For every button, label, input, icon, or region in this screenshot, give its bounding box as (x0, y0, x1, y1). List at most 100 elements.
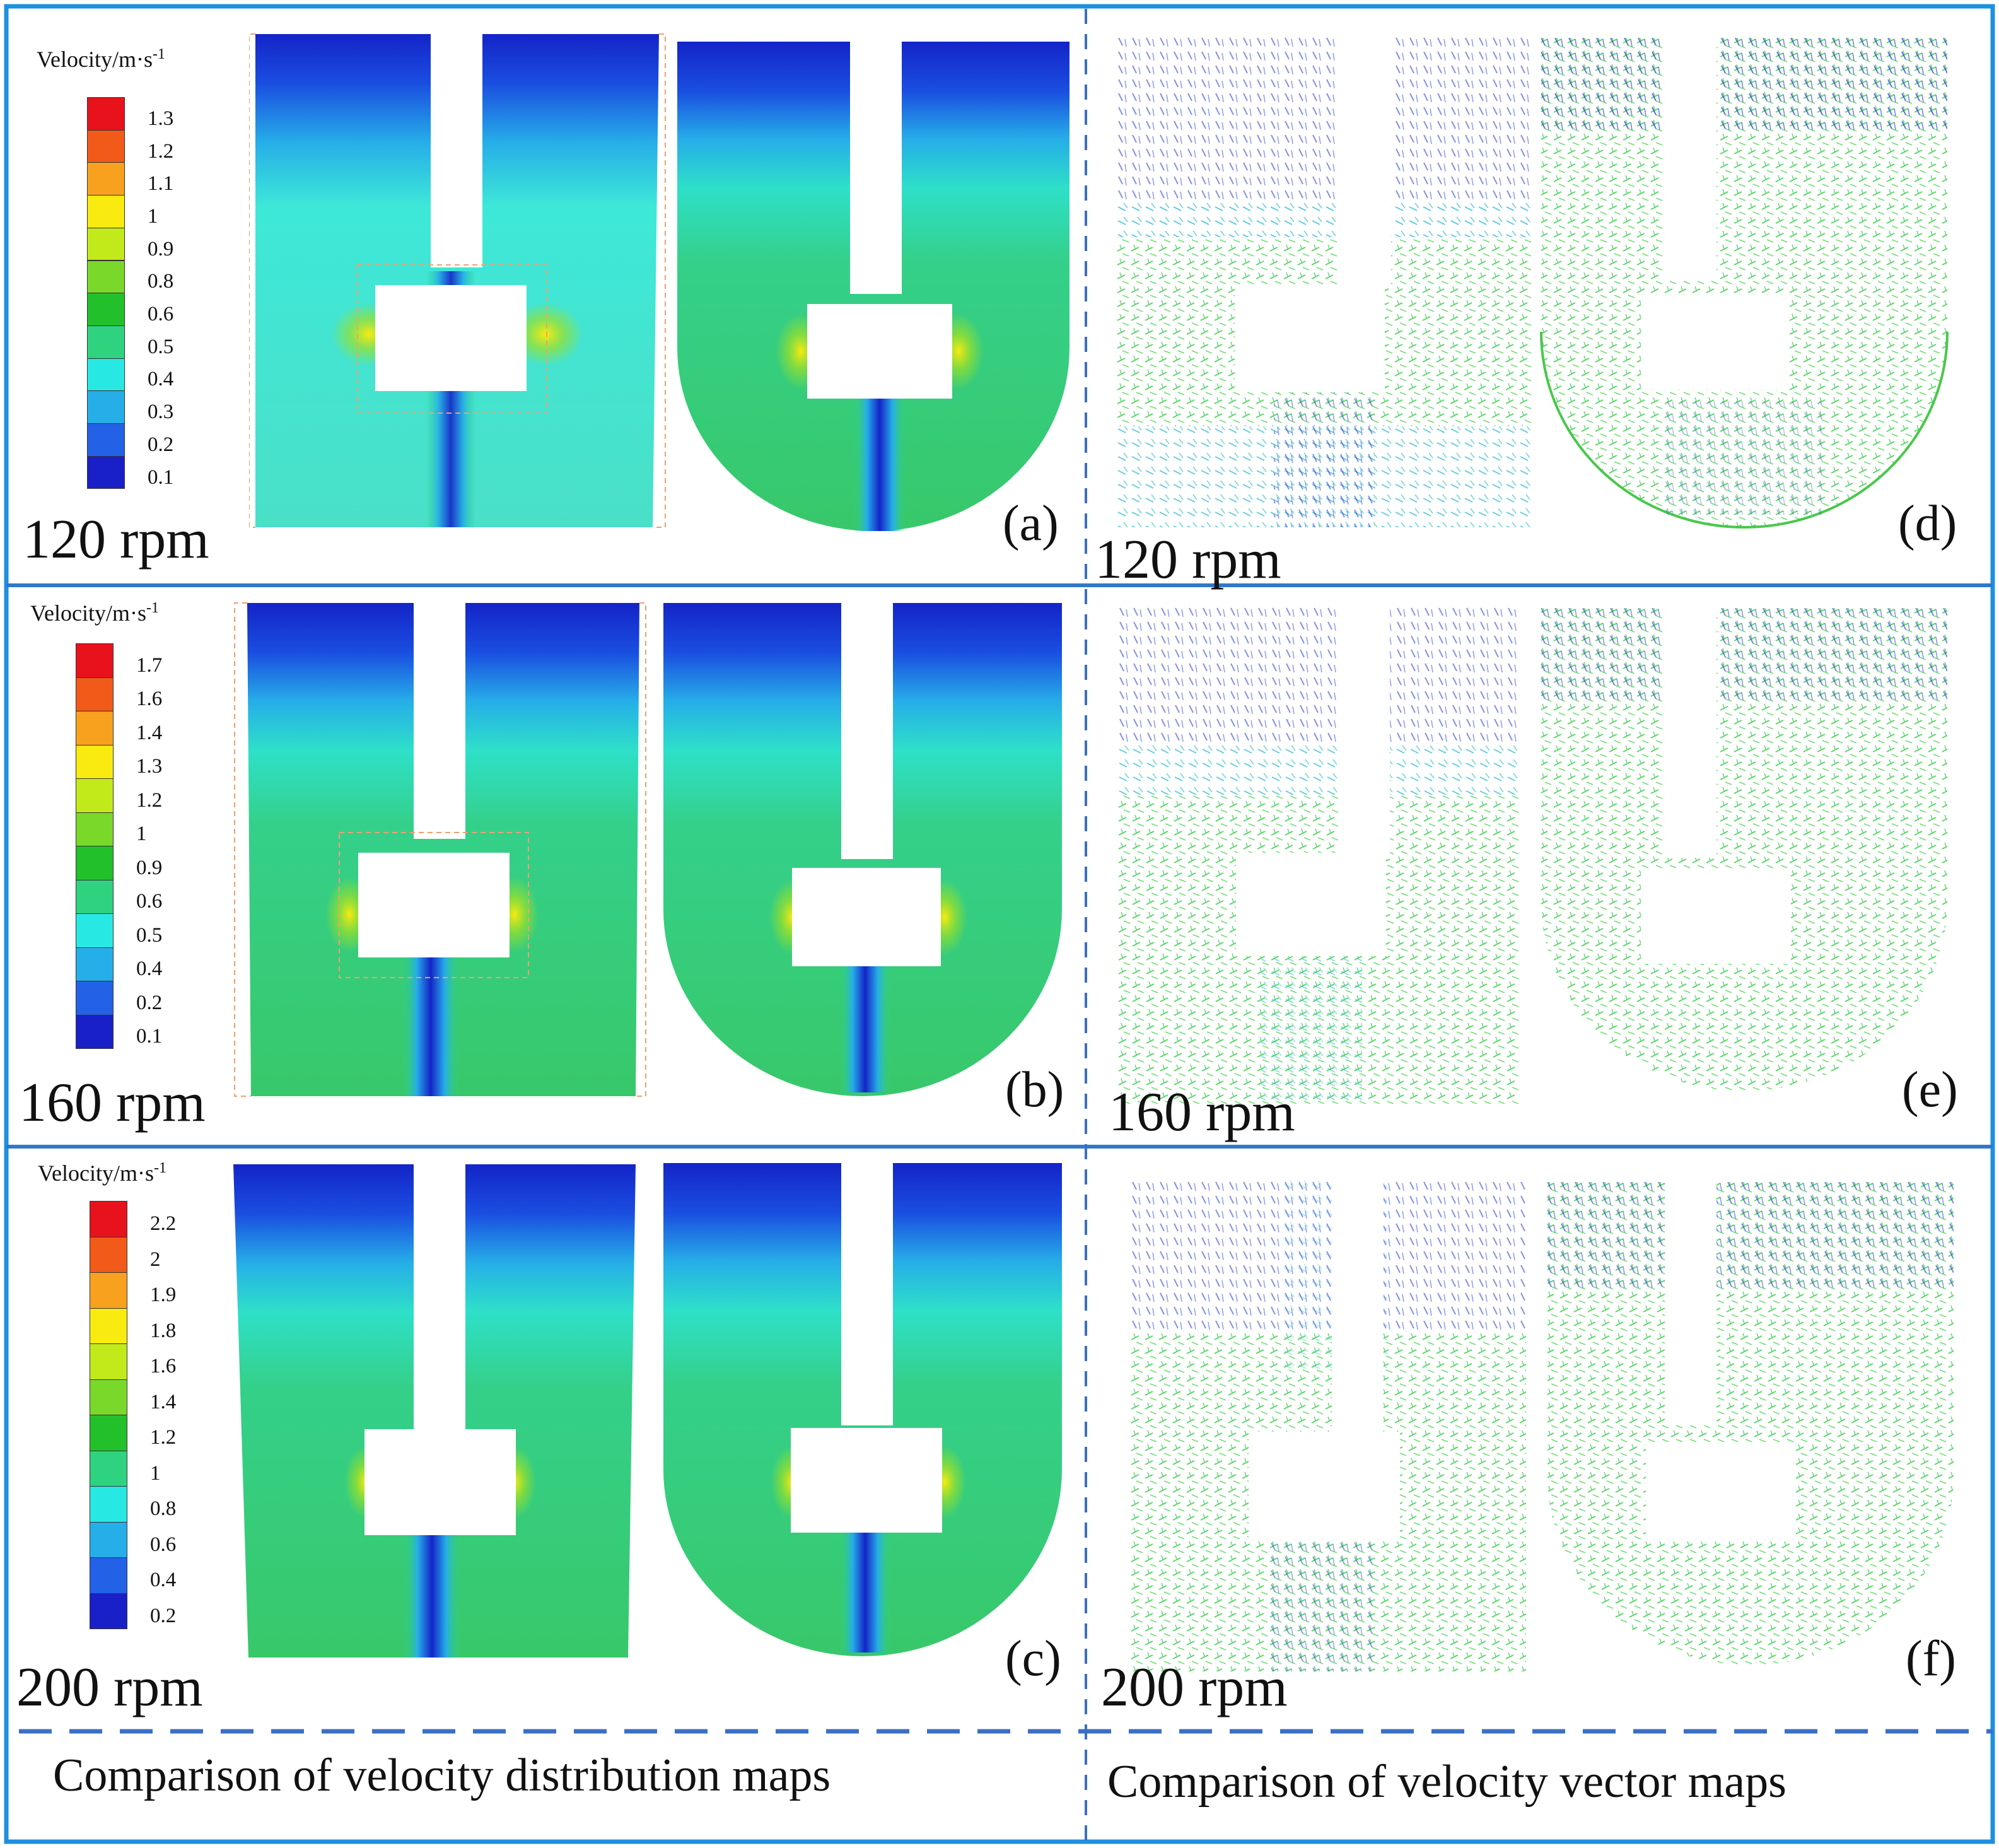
legend-title: Velocity/m·s-1 (30, 600, 159, 624)
legend-tick-label: 1.2 (136, 788, 163, 812)
legend-title: Velocity/m·s-1 (37, 47, 165, 71)
legend-tick-label: 0.6 (148, 303, 174, 326)
legend-swatch (90, 1593, 127, 1629)
velocity-map-b-hemispherical (663, 603, 1062, 1096)
vector-map-d-cylinder (1116, 35, 1532, 527)
legend-title-exponent: -1 (153, 1160, 166, 1176)
legend-tick-label: 1.2 (148, 139, 174, 163)
caption-distribution: Comparison of velocity distribution maps (53, 1750, 831, 1801)
legend-swatch (87, 97, 125, 131)
legend-tick-label: 1.7 (136, 653, 163, 677)
legend-tick-label: 0.4 (136, 957, 163, 981)
vector-map-e-hemispherical (1541, 605, 1947, 1091)
legend-swatch (87, 358, 125, 392)
legend-title-text: Velocity/m·s (37, 47, 153, 72)
legend-swatch (90, 1521, 127, 1558)
rpm-label: 160 rpm (1109, 1082, 1295, 1143)
legend-tick-label: 1.4 (136, 721, 163, 744)
legend-swatch (90, 1557, 127, 1594)
legend-tick-label: 0.9 (136, 856, 163, 879)
rpm-label: 120 rpm (23, 509, 209, 570)
legend-tick-label: 0.6 (136, 890, 163, 913)
legend-swatch (87, 129, 125, 163)
legend-swatch (87, 325, 125, 359)
legend-tick-label: 1.2 (150, 1426, 177, 1449)
velocity-map-b-cylinder (234, 602, 646, 1097)
velocity-map-c-cylinder (233, 1164, 636, 1658)
legend-swatch (90, 1272, 127, 1309)
rpm-label: 200 rpm (1101, 1657, 1288, 1718)
legend-tick-label: 2.2 (150, 1212, 177, 1236)
legend-swatch (76, 643, 114, 678)
legend-tick-label: 0.2 (136, 991, 163, 1014)
legend-swatch (76, 744, 114, 779)
legend-tick-label: 1.6 (136, 687, 163, 711)
legend-tick-label: 0.1 (148, 465, 174, 489)
legend-tick-label: 0.1 (136, 1025, 163, 1048)
legend-swatch (87, 162, 125, 196)
legend-tick-label: 1.8 (150, 1319, 177, 1342)
vector-map-e-cylinder (1116, 605, 1520, 1104)
legend-swatch (87, 227, 125, 261)
legend-tick-label: 1.9 (150, 1284, 177, 1307)
legend-swatch (90, 1343, 127, 1380)
legend-tick-label: 0.4 (150, 1569, 177, 1592)
legend-swatch (76, 947, 114, 981)
legend-tick-label: 1.4 (150, 1390, 177, 1413)
legend-swatch (76, 846, 114, 880)
legend-swatch (87, 293, 125, 326)
legend-title-exponent: -1 (152, 46, 165, 62)
vector-map-d-hemispherical (1540, 35, 1949, 529)
legend-tick-label: 0.9 (148, 237, 174, 260)
panel-letter-f: (f) (1906, 1631, 1956, 1687)
legend-swatch (90, 1486, 127, 1523)
velocity-map-a-hemispherical (677, 42, 1069, 531)
legend-tick-label: 0.8 (148, 270, 174, 293)
rpm-label: 160 rpm (19, 1072, 206, 1133)
legend-tick-label: 0.2 (150, 1604, 177, 1627)
legend-swatch (87, 390, 125, 424)
legend-tick-label: 1.6 (150, 1355, 177, 1378)
legend-swatch (76, 778, 114, 813)
legend-swatch (90, 1236, 127, 1273)
panel-letter-c: (c) (1005, 1631, 1061, 1687)
legend-tick-label: 0.6 (150, 1533, 177, 1556)
panel-letter-b: (b) (1005, 1062, 1064, 1118)
caption-vector: Comparison of velocity vector maps (1107, 1756, 1786, 1808)
legend-title-exponent: -1 (146, 600, 159, 616)
legend-swatch (90, 1415, 127, 1451)
legend-swatch (76, 981, 114, 1015)
legend-title: Velocity/m·s-1 (38, 1161, 166, 1184)
rpm-label: 200 rpm (16, 1657, 203, 1718)
legend-tick-label: 2 (150, 1248, 161, 1271)
panel-letter-a: (a) (1003, 496, 1059, 551)
velocity-map-a-cylinder (249, 33, 666, 528)
legend-swatch (76, 1014, 114, 1049)
legend-tick-label: 1 (148, 204, 158, 228)
legend-swatch (87, 195, 125, 228)
legend-tick-label: 0.4 (148, 368, 174, 391)
vector-map-f-hemispherical (1547, 1179, 1954, 1665)
legend-tick-label: 1.3 (136, 755, 163, 778)
legend-swatch (90, 1379, 127, 1415)
legend-tick-label: 1.3 (148, 107, 174, 130)
legend-title-text: Velocity/m·s (30, 600, 146, 626)
legend-swatch (76, 677, 114, 711)
legend-swatch (87, 260, 125, 294)
panel-letter-e: (e) (1902, 1062, 1958, 1118)
legend-swatch (87, 423, 125, 457)
legend-tick-label: 0.5 (148, 335, 174, 358)
vector-map-f-cylinder (1129, 1179, 1526, 1671)
legend-title-text: Velocity/m·s (38, 1161, 154, 1186)
legend-tick-label: 1 (136, 822, 147, 846)
legend-swatch (76, 711, 114, 746)
legend-tick-label: 0.8 (150, 1497, 177, 1521)
legend-tick-label: 0.5 (136, 923, 163, 947)
legend-swatch (87, 455, 125, 489)
legend-swatch (76, 812, 114, 846)
legend-tick-label: 0.2 (148, 433, 174, 456)
rpm-label: 120 rpm (1095, 529, 1281, 590)
legend-swatch (90, 1307, 127, 1344)
